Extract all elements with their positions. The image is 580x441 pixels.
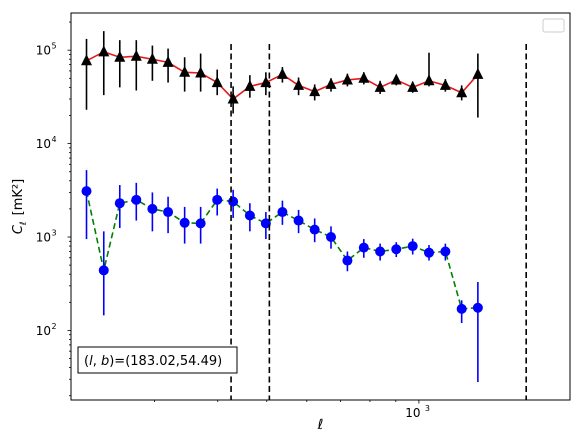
series-1-point [358,71,370,83]
series-2-point [407,241,418,252]
y-tick-label: 10 [36,137,51,151]
x-tick-label-exponent: 3 [425,404,430,413]
series-1-point [390,73,402,85]
series-1-point [423,74,435,86]
coordinate-annotation: (l, b)=(183.02,54.49) [77,346,238,374]
series-2-point [212,194,223,205]
series-1-point [276,67,288,79]
series-2-point [424,247,435,258]
y-tick-label: 10 [36,44,51,58]
chart-marks [81,31,527,400]
legend-box [542,18,565,33]
series-1-point [325,77,337,89]
y-tick-label-exponent: 4 [52,135,57,144]
plot-frame [70,12,571,401]
series-1-point [81,54,93,66]
series-2-point [260,218,271,229]
series-1-point [472,67,484,79]
series-1-point [227,92,239,104]
series-1-point [179,65,191,77]
series-1-point [439,78,451,90]
series-2-point [309,224,320,235]
series-1-point [407,80,419,92]
series-1-point [293,78,305,90]
series-2-point [391,244,402,255]
series-2-point [228,196,239,207]
series-2-point [179,217,190,228]
series-1-point [244,79,256,91]
series-2-point [147,203,158,214]
series-2-point [131,194,142,205]
series-2-point [81,186,92,197]
series-1-point [130,49,142,61]
series-2-point [293,215,304,226]
y-tick-label: 10 [36,231,51,245]
svg-text:(l, b)=(183.02,54.49): (l, b)=(183.02,54.49) [84,354,222,369]
series-1-point [211,76,223,88]
y-tick-label-exponent: 5 [52,42,57,51]
series-1-point [195,66,207,78]
svg-text:Cℓ[mK²]: Cℓ[mK²] [11,179,29,234]
series-2-point [342,255,353,266]
series-1-point [162,55,174,67]
series-1-point [456,86,468,98]
series-2-point [375,246,386,257]
series-1-point [98,45,110,57]
series-1-point [114,50,126,62]
x-tick-label: 10 [405,406,420,420]
series-2-point [472,302,483,313]
series-2-point [277,207,288,218]
y-axis-label: Cℓ[mK²] [11,179,29,234]
x-axis-label: ℓ [317,417,324,433]
y-tick-label-exponent: 3 [52,229,57,238]
y-tick-label: 10 [36,324,51,338]
x-axis-ticks: 10 3 [154,400,430,420]
series-1-point [309,85,321,97]
series-2-point [195,218,206,229]
series-2-point [114,198,125,209]
series-1-point [146,52,158,64]
series-2-point [358,242,369,253]
y-tick-label-exponent: 2 [52,322,57,331]
series-2-point [326,232,337,243]
series-2-point [244,210,255,221]
series-1-point [341,73,353,85]
series-2-point [456,303,467,314]
series-2-point [163,207,174,218]
series-1-point [374,80,386,92]
series-2-point [440,246,451,257]
series-2-point [98,265,109,276]
